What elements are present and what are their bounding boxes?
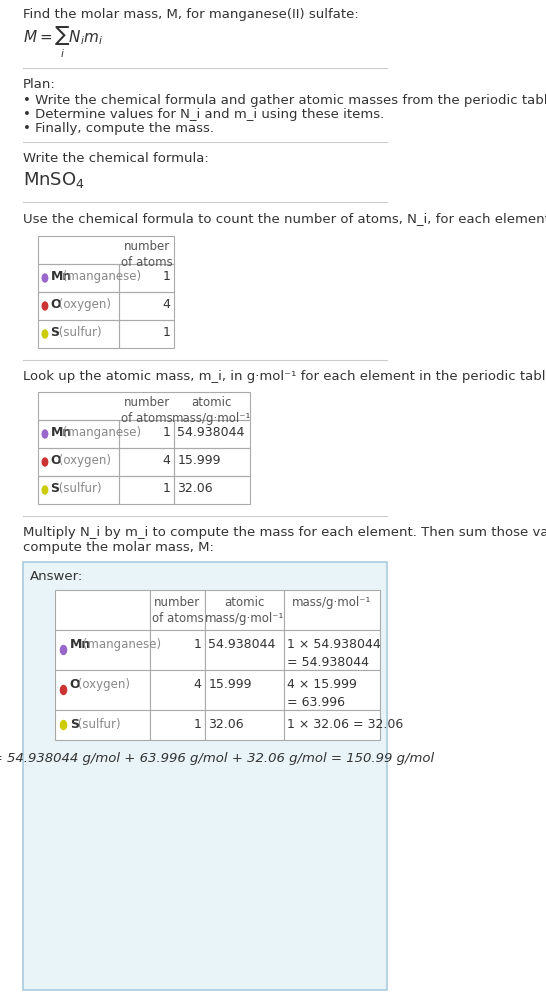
Text: 1: 1 bbox=[163, 270, 171, 283]
Text: (sulfur): (sulfur) bbox=[55, 326, 102, 339]
Text: atomic
mass/g·mol⁻¹: atomic mass/g·mol⁻¹ bbox=[205, 596, 284, 625]
Text: Find the molar mass, M, for manganese(II) sulfate:: Find the molar mass, M, for manganese(II… bbox=[23, 8, 359, 21]
Text: 4 × 15.999
= 63.996: 4 × 15.999 = 63.996 bbox=[287, 678, 357, 709]
Text: number
of atoms: number of atoms bbox=[152, 596, 203, 625]
Bar bbox=[150, 630, 205, 670]
Text: (oxygen): (oxygen) bbox=[55, 454, 111, 467]
Bar bbox=[55, 630, 150, 670]
Text: 1: 1 bbox=[163, 326, 171, 339]
Bar bbox=[205, 670, 284, 710]
Text: S: S bbox=[50, 326, 60, 339]
Bar bbox=[38, 292, 119, 320]
Text: (manganese): (manganese) bbox=[60, 426, 141, 439]
Text: 1 × 54.938044
= 54.938044: 1 × 54.938044 = 54.938044 bbox=[287, 638, 381, 669]
Bar bbox=[174, 420, 250, 448]
Bar bbox=[119, 320, 174, 348]
Text: S: S bbox=[50, 482, 60, 495]
Text: 32.06: 32.06 bbox=[177, 482, 213, 495]
Text: O: O bbox=[70, 678, 80, 691]
Text: S: S bbox=[70, 718, 79, 731]
Bar bbox=[38, 448, 119, 476]
Bar bbox=[284, 710, 380, 740]
Text: • Write the chemical formula and gather atomic masses from the periodic table.: • Write the chemical formula and gather … bbox=[23, 94, 546, 107]
Text: Answer:: Answer: bbox=[30, 570, 83, 583]
Circle shape bbox=[42, 430, 48, 438]
Bar bbox=[38, 420, 119, 448]
Bar bbox=[284, 670, 380, 710]
Text: 15.999: 15.999 bbox=[177, 454, 221, 467]
Circle shape bbox=[42, 486, 48, 494]
Text: number
of atoms: number of atoms bbox=[121, 240, 173, 269]
Bar bbox=[174, 448, 250, 476]
Bar bbox=[55, 590, 150, 630]
Bar bbox=[38, 392, 250, 420]
Text: (sulfur): (sulfur) bbox=[74, 718, 121, 731]
Text: Mn: Mn bbox=[70, 638, 91, 651]
Text: (oxygen): (oxygen) bbox=[55, 298, 111, 311]
Text: 4: 4 bbox=[163, 454, 171, 467]
Text: $M = \sum_i N_i m_i$: $M = \sum_i N_i m_i$ bbox=[23, 26, 103, 60]
Bar bbox=[55, 710, 150, 740]
Bar bbox=[284, 630, 380, 670]
Bar bbox=[23, 562, 387, 990]
Circle shape bbox=[42, 274, 48, 282]
Bar bbox=[38, 264, 119, 292]
Text: 4: 4 bbox=[194, 678, 201, 691]
Text: (oxygen): (oxygen) bbox=[74, 678, 130, 691]
Bar bbox=[119, 476, 174, 504]
Bar bbox=[150, 590, 205, 630]
Bar bbox=[205, 630, 284, 670]
Text: O: O bbox=[50, 298, 61, 311]
Text: (manganese): (manganese) bbox=[79, 638, 161, 651]
Bar bbox=[205, 710, 284, 740]
Text: Mn: Mn bbox=[50, 270, 72, 283]
Text: 1: 1 bbox=[163, 482, 171, 495]
Circle shape bbox=[61, 646, 67, 655]
Text: 1: 1 bbox=[163, 426, 171, 439]
Bar bbox=[205, 590, 284, 630]
Text: 54.938044: 54.938044 bbox=[177, 426, 245, 439]
Bar bbox=[55, 670, 150, 710]
Text: Multiply N_i by m_i to compute the mass for each element. Then sum those values : Multiply N_i by m_i to compute the mass … bbox=[23, 526, 546, 554]
Bar bbox=[284, 590, 380, 630]
Bar bbox=[38, 476, 119, 504]
Text: 32.06: 32.06 bbox=[209, 718, 244, 731]
Text: 1 × 32.06 = 32.06: 1 × 32.06 = 32.06 bbox=[287, 718, 403, 731]
Text: 54.938044: 54.938044 bbox=[209, 638, 276, 651]
Text: • Finally, compute the mass.: • Finally, compute the mass. bbox=[23, 122, 214, 135]
Circle shape bbox=[61, 686, 67, 695]
Text: mass/g·mol⁻¹: mass/g·mol⁻¹ bbox=[292, 596, 372, 609]
Bar bbox=[174, 476, 250, 504]
Text: Write the chemical formula:: Write the chemical formula: bbox=[23, 152, 209, 165]
Text: $\mathrm{MnSO_4}$: $\mathrm{MnSO_4}$ bbox=[23, 170, 85, 190]
Text: Look up the atomic mass, m_i, in g·mol⁻¹ for each element in the periodic table:: Look up the atomic mass, m_i, in g·mol⁻¹… bbox=[23, 370, 546, 383]
Bar bbox=[119, 264, 174, 292]
Text: 1: 1 bbox=[194, 718, 201, 731]
Text: • Determine values for N_i and m_i using these items.: • Determine values for N_i and m_i using… bbox=[23, 108, 384, 121]
Circle shape bbox=[42, 330, 48, 338]
Text: Use the chemical formula to count the number of atoms, N_i, for each element:: Use the chemical formula to count the nu… bbox=[23, 212, 546, 225]
Text: number
of atoms: number of atoms bbox=[121, 396, 173, 425]
Text: (sulfur): (sulfur) bbox=[55, 482, 102, 495]
Bar bbox=[119, 448, 174, 476]
Text: atomic
mass/g·mol⁻¹: atomic mass/g·mol⁻¹ bbox=[172, 396, 252, 425]
Text: 1: 1 bbox=[194, 638, 201, 651]
Text: 4: 4 bbox=[163, 298, 171, 311]
Circle shape bbox=[42, 458, 48, 466]
Text: Plan:: Plan: bbox=[23, 78, 56, 91]
Bar bbox=[119, 420, 174, 448]
Circle shape bbox=[61, 721, 67, 730]
Bar bbox=[150, 710, 205, 740]
Text: Mn: Mn bbox=[50, 426, 72, 439]
Text: (manganese): (manganese) bbox=[60, 270, 141, 283]
Bar bbox=[38, 236, 174, 264]
Text: 15.999: 15.999 bbox=[209, 678, 252, 691]
Circle shape bbox=[42, 302, 48, 310]
Bar bbox=[119, 292, 174, 320]
Text: M = 54.938044 g/mol + 63.996 g/mol + 32.06 g/mol = 150.99 g/mol: M = 54.938044 g/mol + 63.996 g/mol + 32.… bbox=[0, 752, 434, 765]
Bar bbox=[150, 670, 205, 710]
Text: O: O bbox=[50, 454, 61, 467]
Bar bbox=[38, 320, 119, 348]
